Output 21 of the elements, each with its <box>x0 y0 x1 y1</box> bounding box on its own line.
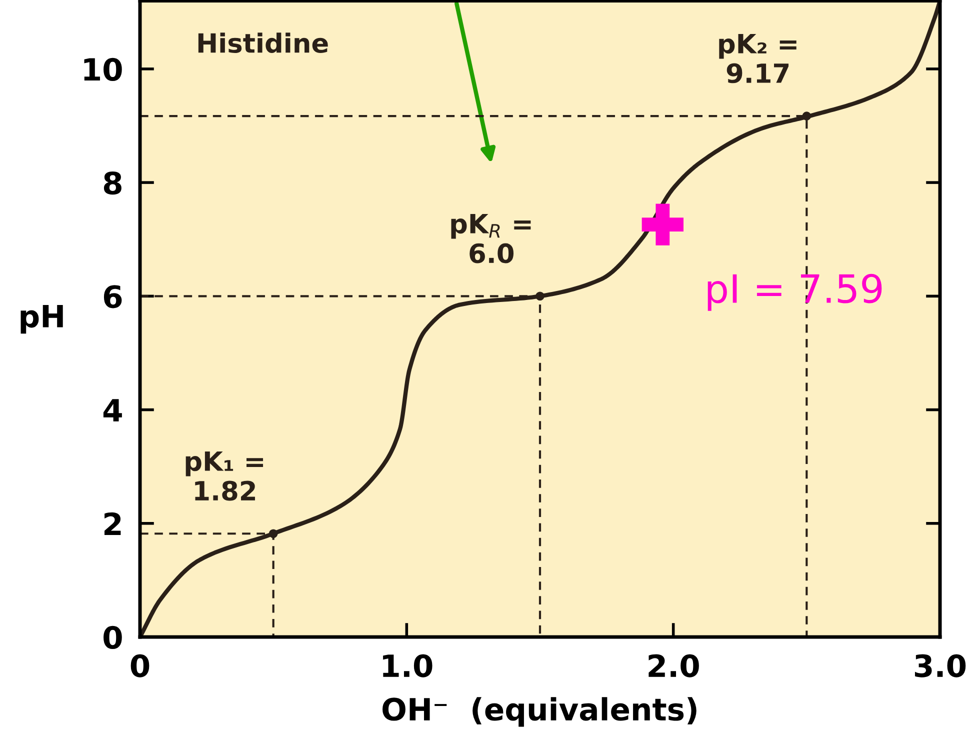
y-tick-label: 0 <box>104 626 122 650</box>
y-tick-label: 10 <box>84 58 122 81</box>
annotation: pK₁ = 1.82 <box>186 452 264 501</box>
x-axis-title: OH⁻ (equivalents) <box>382 697 696 727</box>
y-tick-label: 8 <box>104 171 122 195</box>
y-tick-label: 2 <box>104 512 121 535</box>
text: Histidine <box>198 32 328 53</box>
annotation: pK₂ = 9.17 <box>719 34 796 84</box>
x-tick-label: 2.0 <box>648 654 699 678</box>
y-axis-title: pH <box>20 305 63 334</box>
y-tick-label: 4 <box>103 399 122 422</box>
x-tick-label: 3.0 <box>914 654 966 678</box>
y-tick-label: 6 <box>104 285 122 308</box>
x-tick-label: 1.0 <box>383 654 432 678</box>
x-tick-label: 0 <box>130 654 150 678</box>
point <box>536 292 544 301</box>
point <box>802 112 812 120</box>
annotation: pI = 7.59 <box>708 274 882 311</box>
point <box>642 204 684 246</box>
annotation: pK$_{R}$ = 6.0 <box>451 214 531 264</box>
point <box>268 529 278 538</box>
